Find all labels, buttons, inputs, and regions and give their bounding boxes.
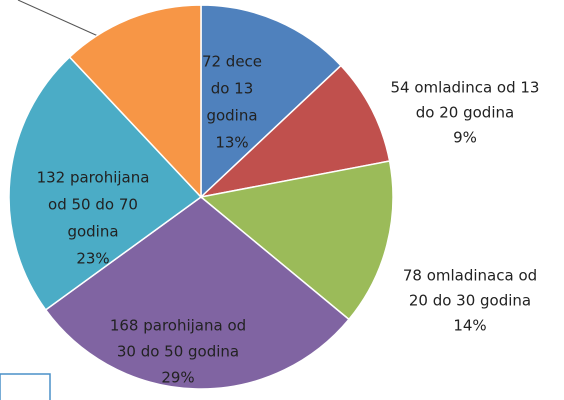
data-label: 132 parohijana (37, 169, 150, 187)
pie-slice (200, 4, 343, 199)
data-label: 72 dece (202, 53, 262, 71)
pie-slice (198, 64, 391, 199)
data-label: 30 do 50 godina (117, 343, 239, 361)
pie-slice (44, 196, 350, 390)
data-label: do 13 (211, 80, 254, 98)
pie-slice (68, 4, 202, 199)
data-label: do 20 godina (416, 104, 514, 122)
data-label: 168 parohijana od (110, 317, 246, 335)
data-label: 13% (215, 134, 248, 152)
data-label: od 50 do 70 (48, 196, 138, 214)
pie-slice (8, 55, 203, 311)
data-label: 20 do 30 godina (409, 292, 531, 310)
leader-line (17, 0, 99, 37)
pie-slice (199, 160, 394, 321)
data-label: 9% (453, 129, 477, 147)
data-label: 78 omladinaca od (403, 267, 537, 285)
frame-corner (0, 373, 51, 400)
data-label: 54 omladinca od 13 (391, 79, 540, 97)
data-label: 14% (453, 317, 486, 335)
data-label: godina (206, 107, 257, 125)
data-label: 23% (76, 250, 109, 268)
data-label: godina (67, 223, 118, 241)
data-label: 29% (161, 369, 194, 387)
